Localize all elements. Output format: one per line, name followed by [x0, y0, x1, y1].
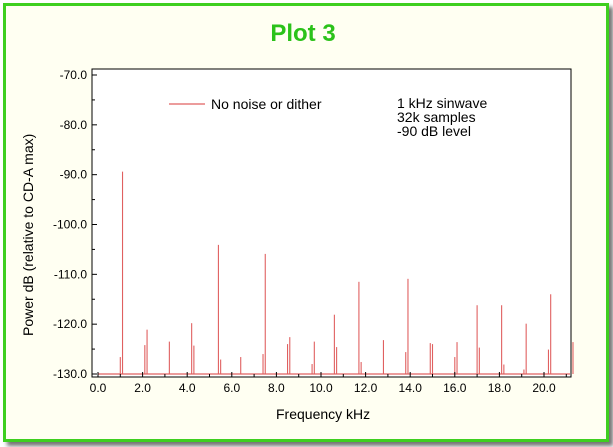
y-tick-label-3: -100.0 — [53, 218, 87, 232]
x-tick-label-4: 8.0 — [268, 381, 285, 395]
y-tick-label-1: -80.0 — [60, 118, 88, 132]
plot-area — [91, 68, 572, 378]
x-tick-label-2: 4.0 — [179, 381, 196, 395]
chart-title: Plot 3 — [270, 20, 336, 47]
y-tick-label-5: -120.0 — [53, 317, 87, 331]
annotation-signal: 1 kHz sinwave — [397, 95, 487, 111]
x-tick-label-9: 18.0 — [488, 381, 512, 395]
x-tick-label-6: 12.0 — [354, 381, 378, 395]
chart-frame: Plot 3 0.0 2.0 4.0 6.0 8.0 10.0 12.0 14.0 16.0 18… — [3, 3, 609, 442]
x-tick-label-1: 2.0 — [134, 381, 151, 395]
x-tick-label-3: 6.0 — [223, 381, 240, 395]
y-tick-label-6: -130.0 — [53, 367, 87, 381]
y-tick-label-2: -90.0 — [60, 168, 88, 182]
y-tick-label-4: -110.0 — [54, 267, 87, 281]
y-tick-label-0: -70.0 — [60, 68, 88, 82]
x-tick-label-8: 16.0 — [443, 381, 467, 395]
x-axis-label: Frequency kHz — [276, 406, 370, 422]
marks-group: 0.0 2.0 4.0 6.0 8.0 10.0 12.0 14.0 16.0 18.0 20.0 -… — [53, 68, 574, 395]
x-tick-label-10: 20.0 — [532, 381, 556, 395]
y-axis-label: Power dB (relative to CD-A max) — [20, 134, 36, 336]
annotation-level: -90 dB level — [397, 123, 471, 139]
x-tick-label-5: 10.0 — [309, 381, 333, 395]
annotation-samples: 32k samples — [397, 109, 476, 125]
plot-svg: 0.0 2.0 4.0 6.0 8.0 10.0 12.0 14.0 16.0 18.0 20.0 -… — [20, 68, 574, 422]
legend-label: No noise or dither — [211, 96, 322, 112]
x-tick-label-7: 14.0 — [399, 381, 423, 395]
x-tick-label-0: 0.0 — [90, 381, 107, 395]
